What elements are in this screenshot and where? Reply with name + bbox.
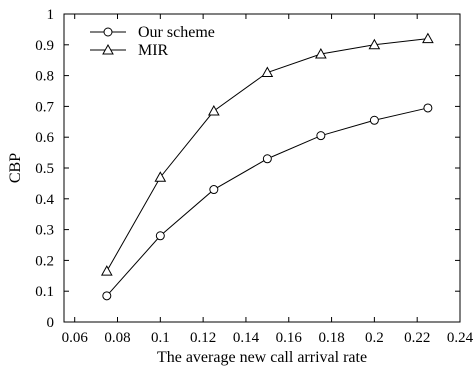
legend-marker (103, 27, 113, 37)
x-axis-label: The average new call arrival rate (157, 349, 367, 366)
y-tick-label: 0.4 (35, 192, 54, 208)
x-tick-label: 0.16 (276, 330, 303, 346)
data-point (422, 32, 434, 44)
y-tick-label: 0.5 (35, 161, 54, 177)
data-point (262, 154, 272, 164)
y-axis-label: CBP (7, 153, 24, 183)
data-point (423, 103, 433, 113)
y-tick-label: 0 (47, 315, 55, 331)
data-point (315, 48, 327, 59)
data-point (368, 38, 381, 50)
plot-frame (63, 13, 461, 323)
data-point (369, 115, 379, 125)
x-tick-label: 0.06 (62, 330, 89, 346)
data-point (316, 131, 326, 141)
x-tick-label: 0.22 (404, 330, 430, 346)
x-tick-label: 0.2 (365, 330, 384, 346)
y-tick-label: 0.3 (35, 223, 54, 239)
x-tick-label: 0.1 (151, 330, 170, 346)
legend-marker (102, 43, 114, 55)
legend-label: MIR (138, 42, 169, 59)
y-tick-label: 0.6 (35, 130, 54, 146)
data-point (261, 66, 274, 78)
data-point (207, 104, 220, 116)
plot-border (63, 13, 461, 323)
y-tick-label: 0.7 (35, 99, 54, 115)
x-tick-label: 0.18 (318, 330, 344, 346)
x-tick-label: 0.12 (190, 330, 216, 346)
y-tick-label: 0.1 (35, 284, 54, 300)
data-point (100, 265, 113, 276)
y-tick-label: 0.9 (35, 38, 54, 54)
x-axis-ticks: 0.06 0.08 0.1 0.12 0.14 0.16 0.18 0.2 0.22 0.24 (62, 14, 474, 346)
series-line-1 (106, 107, 429, 297)
y-axis-ticks: 0 0.1 0.2 0.3 0.4 0.5 0.6 0.7 0.8 0.9 1 (35, 7, 460, 331)
y-tick-label: 0.2 (35, 253, 54, 269)
x-tick-label: 0.24 (447, 330, 474, 346)
legend-label: Our scheme (138, 24, 215, 41)
x-tick-label: 0.08 (104, 330, 130, 346)
y-tick-label: 1 (47, 7, 55, 23)
x-tick-label: 0.14 (233, 330, 260, 346)
series-group (100, 32, 434, 301)
y-tick-label: 0.8 (35, 69, 54, 85)
data-point (209, 185, 219, 195)
data-point (155, 231, 165, 241)
data-point (102, 291, 112, 301)
data-point (154, 171, 167, 182)
